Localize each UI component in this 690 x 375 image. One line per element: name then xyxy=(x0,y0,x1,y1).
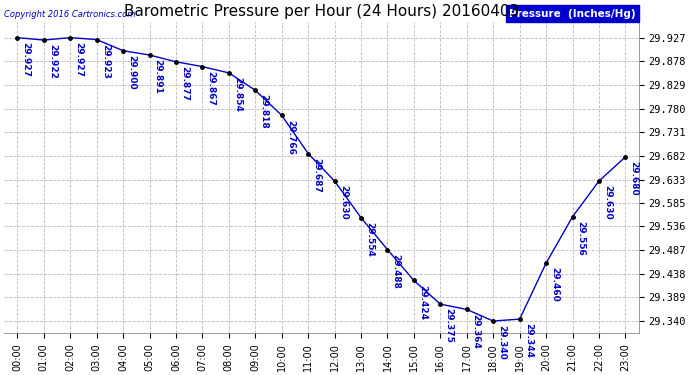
Text: 29.867: 29.867 xyxy=(206,71,215,106)
Text: 29.687: 29.687 xyxy=(313,158,322,192)
Text: 29.364: 29.364 xyxy=(471,314,480,348)
Text: 29.375: 29.375 xyxy=(444,308,453,343)
Text: 29.877: 29.877 xyxy=(180,66,189,101)
Text: 29.927: 29.927 xyxy=(21,42,30,77)
Text: 29.344: 29.344 xyxy=(524,323,533,358)
Text: 29.460: 29.460 xyxy=(550,267,560,302)
Text: 29.766: 29.766 xyxy=(286,120,295,154)
Text: 29.556: 29.556 xyxy=(577,221,586,256)
Text: 29.922: 29.922 xyxy=(48,44,57,79)
Text: 29.818: 29.818 xyxy=(259,94,268,129)
Text: 29.630: 29.630 xyxy=(339,185,348,220)
Text: 29.900: 29.900 xyxy=(127,55,137,90)
Text: Copyright 2016 Cartronics.com: Copyright 2016 Cartronics.com xyxy=(4,10,135,19)
Text: 29.340: 29.340 xyxy=(497,325,506,360)
Text: 29.680: 29.680 xyxy=(629,161,638,196)
Text: 29.424: 29.424 xyxy=(418,285,427,320)
Text: 29.488: 29.488 xyxy=(392,254,401,289)
Text: 29.891: 29.891 xyxy=(154,59,163,94)
Text: 29.554: 29.554 xyxy=(365,222,374,257)
Text: Pressure  (Inches/Hg): Pressure (Inches/Hg) xyxy=(509,9,635,19)
Text: 29.927: 29.927 xyxy=(75,42,83,77)
Text: 29.630: 29.630 xyxy=(603,185,612,220)
Text: 29.854: 29.854 xyxy=(233,77,242,112)
Text: 29.923: 29.923 xyxy=(101,44,110,79)
Title: Barometric Pressure per Hour (24 Hours) 20160403: Barometric Pressure per Hour (24 Hours) … xyxy=(124,4,519,19)
